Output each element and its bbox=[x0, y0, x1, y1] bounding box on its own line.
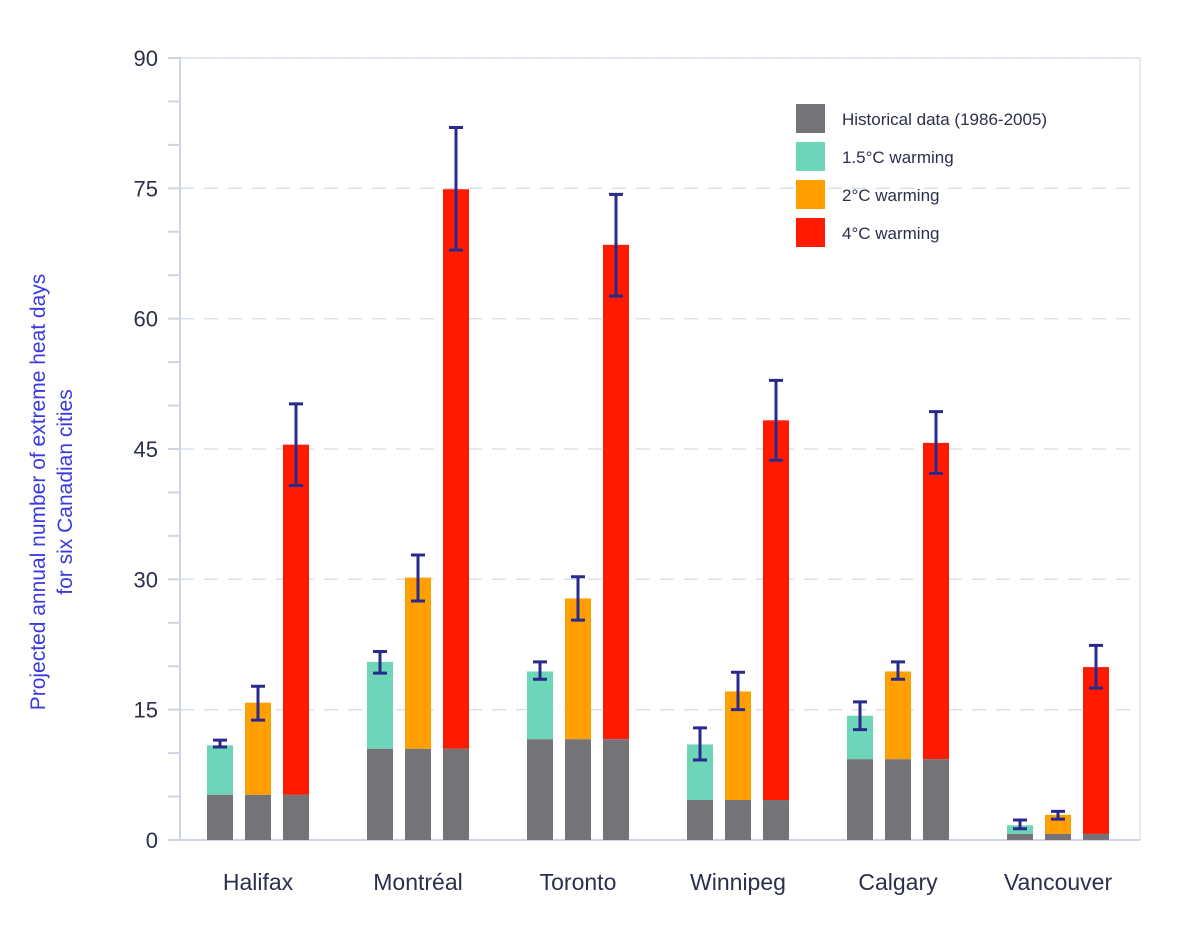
error-bar bbox=[533, 660, 547, 681]
legend-label: Historical data (1986-2005) bbox=[842, 110, 1047, 129]
bar-2c bbox=[885, 671, 911, 760]
bar-historical bbox=[207, 794, 233, 840]
y-tick-label: 45 bbox=[134, 437, 158, 462]
error-bar bbox=[1089, 643, 1103, 690]
bar-1-5c bbox=[367, 661, 393, 749]
y-tick-label: 90 bbox=[134, 46, 158, 71]
y-tick-label: 30 bbox=[134, 567, 158, 592]
legend: Historical data (1986-2005) 1.5°C warming… bbox=[796, 104, 1047, 247]
bar-historical bbox=[885, 759, 911, 840]
bar-historical bbox=[405, 748, 431, 840]
bar-4c bbox=[923, 442, 949, 760]
error-bar bbox=[609, 192, 623, 298]
x-tick-label: Toronto bbox=[540, 869, 617, 895]
error-bar bbox=[449, 126, 463, 252]
bar-historical bbox=[1083, 833, 1109, 840]
x-tick-label: Montréal bbox=[373, 869, 462, 895]
error-bar bbox=[251, 684, 265, 722]
error-bar bbox=[289, 402, 303, 487]
error-bar bbox=[571, 575, 585, 622]
bar-4c bbox=[1083, 667, 1109, 834]
error-bar bbox=[731, 670, 745, 712]
error-bar bbox=[213, 738, 227, 749]
bar-historical bbox=[367, 748, 393, 840]
bar-historical bbox=[687, 800, 713, 840]
y-axis: 0 15 30 45 60 75 90 bbox=[134, 46, 1140, 853]
bar-historical bbox=[847, 759, 873, 840]
legend-label: 2°C warming bbox=[842, 186, 940, 205]
bar-historical bbox=[725, 800, 751, 840]
bar-historical bbox=[283, 794, 309, 840]
error-bar bbox=[891, 660, 905, 681]
error-bar bbox=[693, 726, 707, 762]
y-tick-label: 15 bbox=[134, 698, 158, 723]
grid bbox=[180, 57, 1141, 840]
bar-historical bbox=[923, 759, 949, 840]
bar-4c bbox=[603, 244, 629, 740]
bar-4c bbox=[283, 444, 309, 795]
bar-2c bbox=[565, 598, 591, 740]
legend-label: 1.5°C warming bbox=[842, 148, 954, 167]
legend-swatch bbox=[796, 142, 825, 171]
x-tick-label: Winnipeg bbox=[690, 869, 786, 895]
bar-1-5c bbox=[207, 745, 233, 795]
bar-historical bbox=[603, 739, 629, 840]
legend-label: 4°C warming bbox=[842, 224, 940, 243]
legend-swatch bbox=[796, 104, 825, 133]
bar-historical bbox=[1045, 833, 1071, 840]
y-axis-label-line1: Projected annual number of extreme heat … bbox=[27, 274, 50, 711]
error-bar bbox=[1051, 809, 1065, 821]
bar-historical bbox=[443, 748, 469, 840]
bar-historical bbox=[245, 794, 271, 840]
x-tick-label: Calgary bbox=[858, 869, 938, 895]
error-bar bbox=[853, 700, 867, 732]
y-tick-label: 0 bbox=[146, 828, 158, 853]
bar-historical bbox=[1007, 833, 1033, 840]
error-bar bbox=[411, 553, 425, 603]
y-axis-label-line2: for six Canadian cities bbox=[54, 389, 77, 594]
y-tick-label: 60 bbox=[134, 307, 158, 332]
x-tick-label: Halifax bbox=[223, 869, 294, 895]
x-axis-labels: Halifax Montréal Toronto Winnipeg Calgary Van… bbox=[223, 869, 1113, 895]
bar-historical bbox=[527, 739, 553, 840]
bar-4c bbox=[763, 420, 789, 801]
legend-swatch bbox=[796, 180, 825, 209]
legend-swatch bbox=[796, 218, 825, 247]
bar-2c bbox=[405, 577, 431, 749]
y-tick-label: 75 bbox=[134, 176, 158, 201]
error-bar bbox=[373, 649, 387, 675]
bar-4c bbox=[443, 189, 469, 749]
bar-1-5c bbox=[527, 671, 553, 740]
error-bar bbox=[929, 410, 943, 475]
x-tick-label: Vancouver bbox=[1004, 869, 1113, 895]
error-bar bbox=[769, 378, 783, 462]
bar-historical bbox=[763, 800, 789, 840]
bars bbox=[207, 126, 1109, 840]
error-bar bbox=[1013, 818, 1027, 831]
bar-historical bbox=[565, 739, 591, 840]
